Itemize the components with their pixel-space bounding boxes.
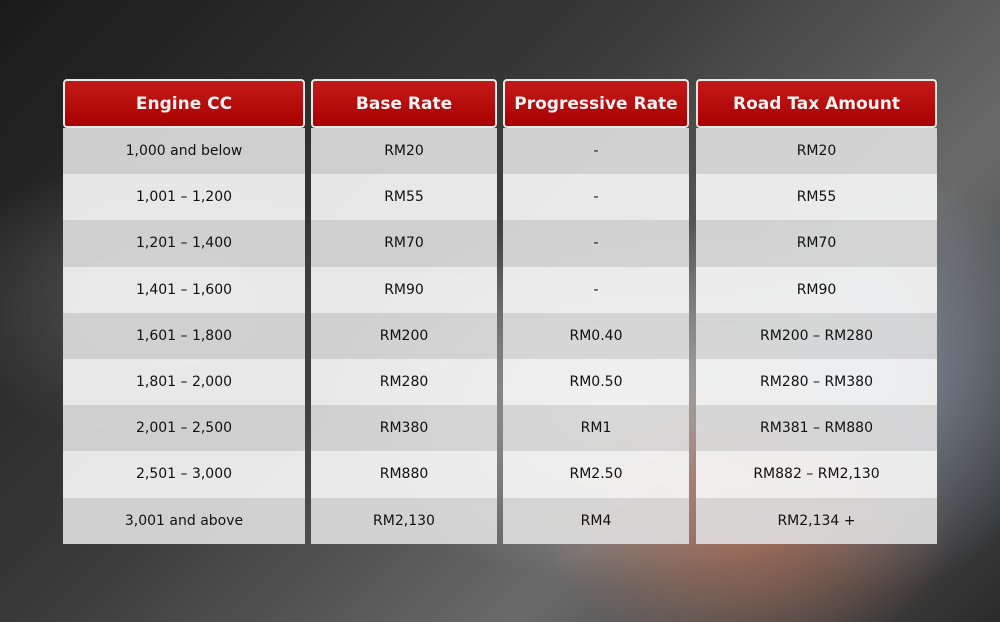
column-header: Base Rate xyxy=(311,79,497,128)
table-cell: 1,000 and below xyxy=(63,128,305,175)
table-cell: RM20 xyxy=(311,128,497,175)
table-cell: RM200 xyxy=(311,312,497,359)
table-cell: 1,401 – 1,600 xyxy=(63,266,305,313)
column-progressive-rate: Progressive Rate - - - - RM0.40 RM0.50 RM1 RM2.5… xyxy=(503,79,689,544)
table-cell: RM0.50 xyxy=(503,358,689,406)
table-cell: RM381 – RM880 xyxy=(696,405,937,452)
table-cell: RM1 xyxy=(503,405,689,452)
table-cell: 1,601 – 1,800 xyxy=(63,312,305,359)
table-cell: RM70 xyxy=(311,220,497,267)
table-cell: RM2,130 xyxy=(311,497,497,544)
table-cell: RM200 – RM280 xyxy=(696,312,937,359)
table-cell: RM2,134 + xyxy=(696,497,937,544)
table-cell: RM0.40 xyxy=(503,312,689,359)
table-cell: 3,001 and above xyxy=(63,497,305,544)
table-cell: RM882 – RM2,130 xyxy=(696,451,937,498)
column-engine-cc: Engine CC 1,000 and below 1,001 – 1,200 1,2… xyxy=(63,79,305,544)
table-cell: - xyxy=(503,174,689,221)
table-cell: RM70 xyxy=(696,220,937,267)
table-cell: 2,501 – 3,000 xyxy=(63,451,305,498)
table-cell: RM2.50 xyxy=(503,451,689,498)
column-header: Engine CC xyxy=(63,79,305,128)
table-cell: RM90 xyxy=(311,266,497,313)
column-base-rate: Base Rate RM20 RM55 RM70 RM90 RM200 RM280 RM380… xyxy=(311,79,497,544)
table-cell: RM880 xyxy=(311,451,497,498)
table-cell: 1,201 – 1,400 xyxy=(63,220,305,267)
column-road-tax-amount: Road Tax Amount RM20 RM55 RM70 RM90 RM200 – R… xyxy=(696,79,937,544)
table-cell: RM20 xyxy=(696,128,937,175)
table-cell: 1,001 – 1,200 xyxy=(63,174,305,221)
table-cell: RM4 xyxy=(503,497,689,544)
table-cell: RM55 xyxy=(311,174,497,221)
table-cell: RM280 xyxy=(311,358,497,406)
table-cell: RM380 xyxy=(311,405,497,452)
column-header: Road Tax Amount xyxy=(696,79,937,128)
table-cell: 1,801 – 2,000 xyxy=(63,358,305,406)
table-cell: RM90 xyxy=(696,266,937,313)
table-cell: - xyxy=(503,266,689,313)
table-cell: - xyxy=(503,128,689,175)
table-cell: RM280 – RM380 xyxy=(696,358,937,406)
column-header: Progressive Rate xyxy=(503,79,689,128)
table-cell: 2,001 – 2,500 xyxy=(63,405,305,452)
table-cell: RM55 xyxy=(696,174,937,221)
table-cell: - xyxy=(503,220,689,267)
